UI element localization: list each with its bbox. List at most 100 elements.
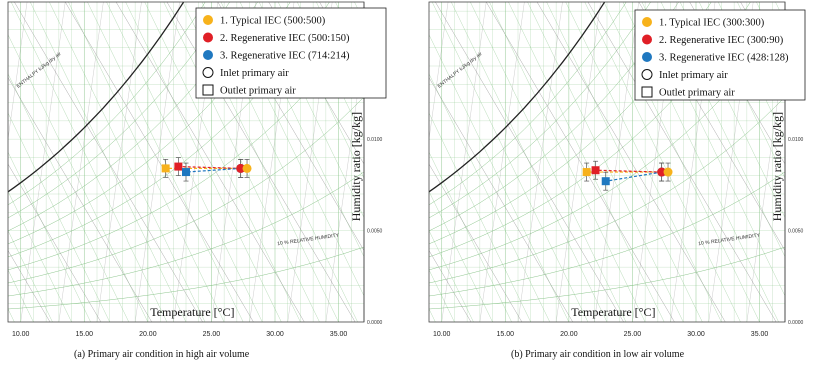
saturation-curve: [8, 2, 185, 193]
process-line-2: [178, 165, 241, 169]
y-axis-title: Humidity ratio [kg/kg]: [349, 112, 363, 221]
rh-curve: [8, 246, 364, 310]
data-series-group: [582, 160, 673, 191]
legend-label: 1. Typical IEC (300:300): [659, 18, 765, 29]
legend: 1. Typical IEC (500:500) 2. Regenerative …: [195, 7, 387, 99]
rh-curve: [8, 171, 364, 297]
rh-curve: [8, 2, 206, 206]
legend-label: Inlet primary air: [659, 70, 728, 81]
legend-marker-filled: [203, 15, 213, 25]
legend-label: 3. Regenerative IEC (428:128): [659, 53, 789, 64]
wet-bulb-line: [429, 269, 455, 322]
legend-label: 1. Typical IEC (500:500): [220, 16, 326, 27]
legend-label: 2. Regenerative IEC (300:90): [659, 35, 784, 46]
x-tick-label: 25.00: [624, 331, 642, 338]
wet-bulb-line: [389, 0, 390, 322]
outlet-marker-3: [601, 177, 610, 186]
y-tick-label: 0.0100: [367, 137, 383, 143]
enthalpy-line: [2, 0, 21, 348]
volume-line: [429, 2, 449, 141]
wet-bulb-line: [8, 151, 91, 322]
enthalpy-line: [429, 250, 472, 322]
rh-curve: [429, 246, 785, 310]
chart-panel-high-volume: ENTHALPY kJ/kg dry air 10 % RELATIVE HUMI…: [2, 0, 390, 348]
rh-curve: [8, 2, 291, 245]
legend-marker-filled: [642, 34, 652, 45]
enthalpy-line: [435, 2, 624, 322]
legend-label: Inlet primary air: [220, 68, 289, 79]
y-tick-label: 0.0050: [788, 229, 804, 235]
x-tick-label: 35.00: [330, 331, 348, 338]
enthalpy-line: [8, 163, 102, 322]
wet-bulb-line: [429, 230, 474, 322]
rh-curve: [429, 2, 627, 206]
legend-box: [195, 7, 387, 99]
legend-marker-open-circle: [641, 69, 653, 80]
legend-label: Outlet primary air: [659, 88, 735, 99]
enthalpy-line: [423, 0, 442, 348]
x-axis-title: Temperature [°C]: [571, 305, 655, 319]
x-tick-label: 10.00: [12, 331, 30, 338]
caption-low-volume: (b) Primary air condition in low air vol…: [511, 349, 685, 360]
x-tick-label: 20.00: [560, 331, 578, 338]
legend: 1. Typical IEC (300:300) 2. Regenerative …: [634, 9, 806, 101]
outlet-marker-2: [591, 166, 600, 175]
wet-bulb-line: [8, 112, 110, 322]
y-axis-title: Humidity ratio [kg/kg]: [770, 112, 784, 221]
x-tick-label: 10.00: [433, 331, 451, 338]
y-tick-label: 0.0050: [367, 229, 383, 235]
wet-bulb-line: [8, 190, 72, 322]
inlet-marker-1: [242, 163, 252, 173]
x-tick-label: 25.00: [203, 331, 221, 338]
legend-marker-filled: [203, 32, 213, 43]
relative-humidity-label: 10 % RELATIVE HUMIDITY: [698, 232, 761, 247]
x-tick-label: 20.00: [139, 331, 157, 338]
rh-curve: [429, 96, 785, 284]
x-tick-label: 30.00: [687, 331, 705, 338]
x-tick-label: 15.00: [497, 331, 515, 338]
rh-curve: [429, 2, 651, 219]
wet-bulb-line: [810, 0, 811, 322]
outlet-marker-1: [161, 164, 170, 173]
rh-curve: [429, 2, 712, 245]
outlet-marker-2: [174, 162, 183, 171]
wet-bulb-line: [8, 230, 53, 322]
rh-curve: [429, 2, 751, 258]
relative-humidity-label: 10 % RELATIVE HUMIDITY: [277, 232, 340, 247]
wet-bulb-line: [8, 34, 149, 322]
wet-bulb-line: [8, 269, 34, 322]
enthalpy-line: [14, 2, 203, 322]
x-tick-label: 35.00: [751, 331, 769, 338]
y-tick-label: 0.0100: [788, 137, 804, 143]
legend-box: [634, 9, 806, 101]
caption-high-volume: (a) Primary air condition in high air vo…: [74, 349, 250, 360]
inlet-marker-2: [657, 167, 667, 177]
rh-curve: [8, 2, 230, 219]
wet-bulb-line: [429, 112, 531, 322]
chart-panel-low-volume: ENTHALPY kJ/kg dry air 10 % RELATIVE HUMI…: [423, 0, 811, 348]
process-line-2: [595, 169, 662, 173]
process-line-3: [185, 167, 241, 173]
enthalpy-scale-curve: [423, 0, 645, 224]
legend-marker-open-square: [641, 86, 653, 98]
legend-marker-filled: [642, 52, 652, 62]
wet-bulb-line: [429, 34, 570, 322]
legend-marker-open-square: [202, 84, 214, 96]
inlet-marker-1: [663, 167, 673, 177]
legend-marker-filled: [203, 50, 213, 60]
process-line-3: [605, 171, 662, 182]
rh-curve: [8, 96, 364, 284]
legend-label: Outlet primary air: [220, 86, 296, 97]
legend-label: 2. Regenerative IEC (500:150): [220, 33, 350, 44]
x-axis-title: Temperature [°C]: [150, 305, 234, 319]
legend-label: 3. Regenerative IEC (714:214): [220, 51, 350, 62]
wet-bulb-line: [429, 190, 493, 322]
rh-curve: [429, 171, 785, 297]
volume-line: [8, 2, 28, 141]
outlet-marker-1: [582, 168, 591, 177]
y-tick-label: 0.0000: [788, 320, 804, 326]
legend-marker-open-circle: [202, 67, 214, 78]
enthalpy-line: [429, 163, 523, 322]
enthalpy-line: [8, 250, 51, 322]
